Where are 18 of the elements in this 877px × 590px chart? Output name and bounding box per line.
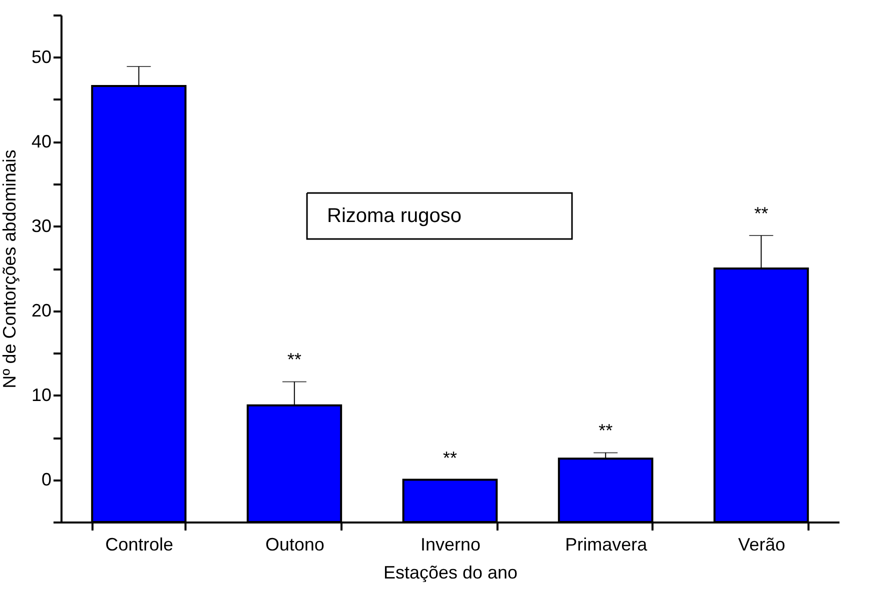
y-tick-label: 20 xyxy=(31,300,52,320)
x-tick-label: Inverno xyxy=(420,534,481,554)
y-tick-label: 0 xyxy=(41,469,52,490)
annotation: ** xyxy=(442,448,458,468)
x-tick-label: Controle xyxy=(105,534,174,554)
annotation: ** xyxy=(598,420,613,441)
x-axis-title: Estações do ano xyxy=(383,562,518,582)
y-axis-title: Nº de Contorções abdominais xyxy=(0,150,20,388)
annotation: ** xyxy=(287,350,302,370)
annotation: Rizoma rugoso xyxy=(327,205,462,227)
y-tick-label: 30 xyxy=(31,216,52,236)
x-tick-label: Verão xyxy=(738,534,786,554)
x-tick-label: Outono xyxy=(265,534,324,554)
annotation: ** xyxy=(754,204,768,224)
y-tick-label: 40 xyxy=(31,131,52,152)
y-tick-label: 10 xyxy=(31,384,52,405)
x-tick-label: Primavera xyxy=(565,534,648,554)
y-tick-label: 50 xyxy=(31,46,52,67)
